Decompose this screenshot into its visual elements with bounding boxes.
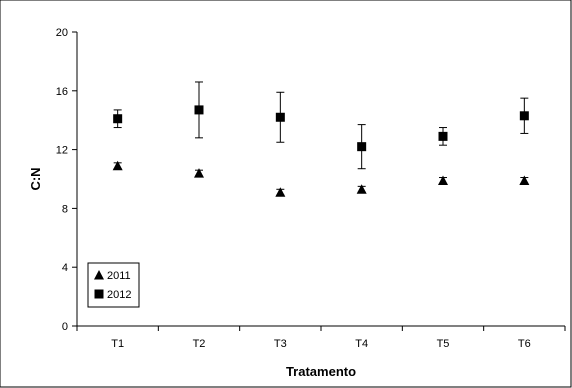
y-tick-label: 4 — [62, 262, 68, 274]
y-tick-label: 16 — [56, 86, 68, 98]
legend-marker-2012 — [94, 289, 104, 299]
legend-label: 2012 — [107, 289, 131, 301]
y-axis-title: C:N — [28, 167, 43, 190]
data-point-2011 — [194, 168, 204, 178]
x-axis: T1 T2 T3 T4 T5 T6 — [76, 325, 566, 350]
y-tick-label: 8 — [62, 203, 68, 215]
data-point-2012 — [194, 105, 204, 115]
x-axis-title: Tratamento — [286, 364, 356, 379]
x-tick-label: T3 — [274, 338, 287, 350]
legend-marker-2011 — [94, 270, 104, 280]
y-tick-label: 0 — [62, 321, 68, 333]
y-axis: 0 4 8 12 16 20 — [56, 27, 78, 333]
data-point-2011 — [438, 175, 448, 185]
y-tick-label: 20 — [56, 27, 68, 39]
x-tick-label: T6 — [518, 338, 531, 350]
data-point-2011 — [356, 184, 367, 194]
x-tick-label: T2 — [193, 338, 206, 350]
data-point-2012 — [275, 112, 285, 122]
y-tick-label: 12 — [56, 145, 68, 157]
legend-box — [87, 262, 140, 308]
legend-label: 2011 — [107, 270, 131, 282]
legend: 2011 2012 — [87, 262, 140, 308]
data-point-2011 — [519, 175, 530, 185]
x-tick-label: T1 — [111, 338, 124, 350]
data-point-2011 — [275, 187, 286, 197]
data-point-2012 — [519, 111, 529, 121]
data-point-2012 — [438, 131, 448, 141]
data-marks — [112, 81, 530, 197]
data-point-2012 — [357, 142, 367, 152]
data-point-2012 — [113, 114, 123, 124]
x-tick-label: T5 — [437, 338, 450, 350]
x-tick-label: T4 — [355, 338, 368, 350]
data-point-2011 — [112, 160, 123, 171]
